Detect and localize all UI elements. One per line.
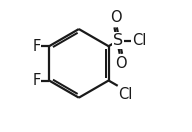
Text: F: F (32, 39, 41, 54)
Text: Cl: Cl (132, 33, 146, 48)
Text: S: S (113, 33, 123, 48)
Text: Cl: Cl (118, 87, 133, 102)
Text: O: O (115, 56, 127, 71)
Text: F: F (32, 73, 41, 88)
Text: O: O (110, 10, 122, 25)
